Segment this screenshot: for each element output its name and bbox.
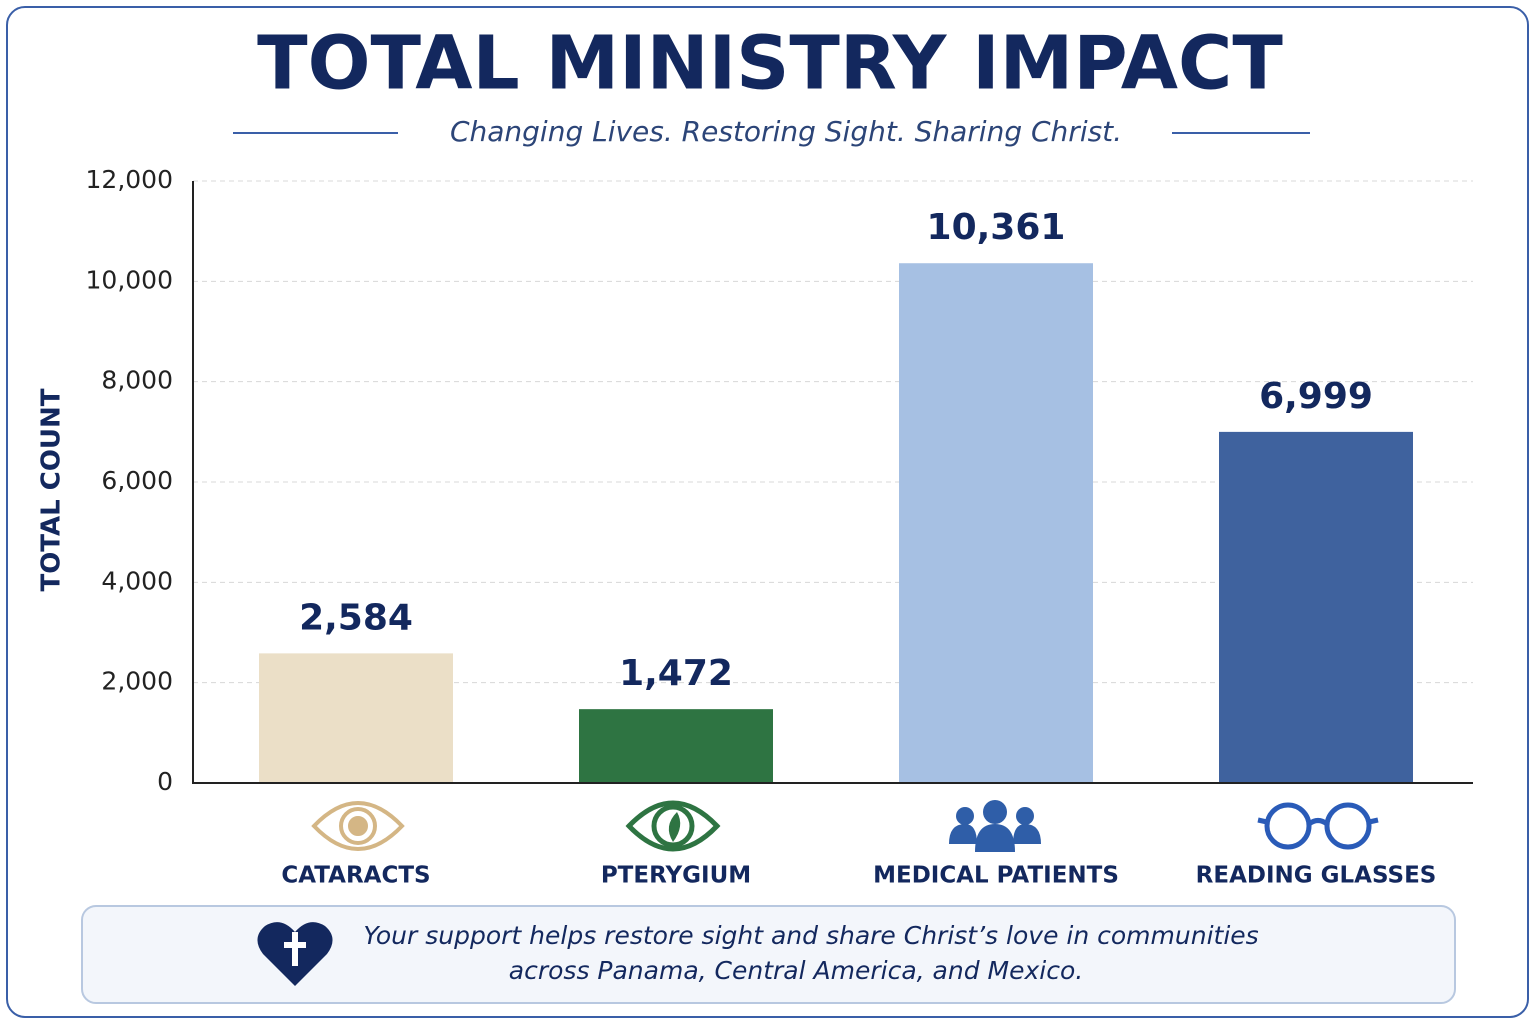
y-tick-label: 0 <box>157 767 173 796</box>
eye-icon <box>311 801 405 851</box>
y-tick-label: 2,000 <box>101 667 173 696</box>
y-axis-label: TOTAL COUNT <box>37 388 67 591</box>
heart-icon <box>257 922 333 986</box>
bar <box>259 653 453 783</box>
bar <box>1219 431 1413 783</box>
chart-subtitle: Changing Lives. Restoring Sight. Sharing… <box>450 115 1122 148</box>
value-label: 2,584 <box>299 597 413 638</box>
y-tick-label: 6,000 <box>101 466 173 495</box>
x-tick-label: MEDICAL PATIENTS <box>873 863 1119 889</box>
bar <box>899 263 1093 784</box>
people-icon <box>949 800 1041 852</box>
footer-text: Your support helps restore sight and sha… <box>363 921 1258 950</box>
y-tick-label: 10,000 <box>86 265 173 294</box>
y-tick-label: 12,000 <box>86 165 173 194</box>
bar <box>579 709 773 783</box>
footer-box <box>81 905 1456 1004</box>
value-label: 6,999 <box>1259 376 1373 417</box>
x-tick-label: READING GLASSES <box>1196 863 1437 889</box>
value-label: 10,361 <box>927 207 1066 248</box>
glasses-icon <box>1257 802 1379 850</box>
x-tick-label: PTERYGIUM <box>601 863 751 889</box>
footer-text: across Panama, Central America, and Mexi… <box>509 956 1083 985</box>
value-label: 1,472 <box>619 653 733 694</box>
y-tick-label: 8,000 <box>101 366 173 395</box>
bars <box>259 263 1413 784</box>
x-tick-label: CATARACTS <box>281 863 430 889</box>
eye-icon <box>625 800 721 852</box>
y-tick-label: 4,000 <box>101 566 173 595</box>
chart-title: TOTAL MINISTRY IMPACT <box>257 21 1283 107</box>
